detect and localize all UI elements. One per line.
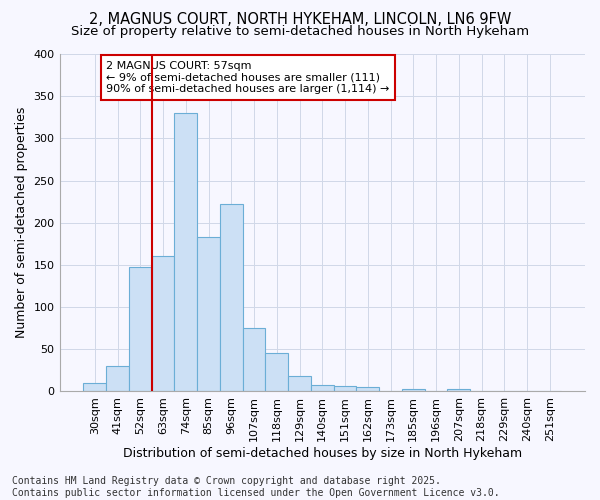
Text: Size of property relative to semi-detached houses in North Hykeham: Size of property relative to semi-detach… [71, 25, 529, 38]
Bar [106, 366, 129, 392]
Text: Contains HM Land Registry data © Crown copyright and database right 2025.
Contai: Contains HM Land Registry data © Crown c… [12, 476, 500, 498]
Bar [129, 266, 152, 392]
Bar [288, 376, 311, 392]
Text: 2 MAGNUS COURT: 57sqm
← 9% of semi-detached houses are smaller (111)
90% of semi: 2 MAGNUS COURT: 57sqm ← 9% of semi-detac… [106, 60, 389, 94]
Bar [334, 386, 356, 392]
Bar [448, 389, 470, 392]
Bar [175, 113, 197, 392]
Bar [242, 328, 265, 392]
X-axis label: Distribution of semi-detached houses by size in North Hykeham: Distribution of semi-detached houses by … [123, 447, 522, 460]
Bar [311, 384, 334, 392]
Bar [220, 204, 242, 392]
Bar [152, 256, 175, 392]
Bar [356, 387, 379, 392]
Text: 2, MAGNUS COURT, NORTH HYKEHAM, LINCOLN, LN6 9FW: 2, MAGNUS COURT, NORTH HYKEHAM, LINCOLN,… [89, 12, 511, 28]
Bar [265, 354, 288, 392]
Bar [402, 389, 425, 392]
Bar [83, 383, 106, 392]
Y-axis label: Number of semi-detached properties: Number of semi-detached properties [15, 107, 28, 338]
Bar [197, 237, 220, 392]
